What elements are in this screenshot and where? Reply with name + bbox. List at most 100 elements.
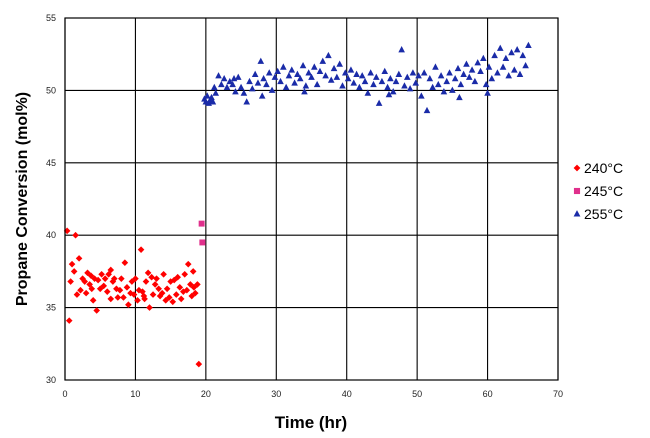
- data-point-diamond: [128, 278, 136, 285]
- data-point-triangle: [451, 75, 459, 82]
- x-tick-label: 20: [201, 389, 211, 399]
- data-point-triangle: [499, 63, 507, 70]
- data-point-triangle: [477, 67, 484, 75]
- data-point-diamond: [73, 291, 81, 298]
- y-tick-label: 35: [46, 303, 56, 313]
- x-tick-label: 0: [62, 389, 67, 399]
- data-point-triangle: [254, 79, 262, 86]
- data-point-triangle: [327, 76, 335, 83]
- legend-marker-diamond: [573, 164, 581, 172]
- data-point-triangle: [398, 46, 405, 53]
- data-point-triangle: [361, 77, 369, 85]
- data-point-diamond: [148, 273, 155, 281]
- data-point-triangle: [381, 67, 389, 75]
- data-point-triangle: [392, 77, 400, 85]
- data-point-triangle: [384, 83, 391, 90]
- legend-label: 245°C: [584, 183, 623, 199]
- legend: 240°C 245°C 255°C: [566, 152, 650, 234]
- data-point-triangle: [271, 73, 279, 80]
- data-point-diamond: [101, 275, 109, 282]
- data-point-diamond: [156, 292, 164, 300]
- data-point-triangle: [446, 69, 453, 76]
- plot-border: [64, 17, 559, 381]
- data-point-triangle: [243, 98, 251, 105]
- data-point-diamond: [63, 227, 71, 235]
- legend-marker-triangle: [573, 210, 581, 217]
- data-point-triangle: [333, 73, 341, 80]
- data-point-triangle: [454, 64, 462, 72]
- data-point-diamond: [195, 360, 203, 368]
- data-point-triangle: [457, 80, 465, 88]
- data-point-diamond: [75, 255, 83, 262]
- data-point-diamond: [107, 266, 115, 274]
- data-point-diamond: [111, 275, 118, 282]
- data-point-triangle: [299, 61, 307, 69]
- data-point-triangle: [296, 75, 304, 82]
- data-point-triangle: [246, 77, 253, 85]
- data-point-diamond: [89, 297, 97, 304]
- data-point-triangle: [494, 69, 501, 76]
- data-point-diamond: [135, 286, 143, 294]
- data-point-diamond: [67, 278, 74, 285]
- data-point-diamond: [189, 268, 197, 275]
- data-point-triangle: [505, 72, 512, 79]
- x-axis-title: Time (hr): [275, 413, 347, 432]
- data-point-triangle: [484, 89, 491, 96]
- data-point-triangle: [316, 67, 324, 75]
- legend-label: 240°C: [584, 160, 623, 176]
- data-point-triangle: [305, 69, 312, 76]
- data-point-diamond: [176, 284, 184, 291]
- data-point-triangle: [418, 92, 425, 99]
- data-point-diamond: [98, 270, 105, 278]
- data-point-triangle: [344, 75, 352, 82]
- data-point-triangle: [294, 70, 301, 77]
- y-tick-label: 40: [46, 230, 56, 240]
- data-point-triangle: [511, 66, 518, 73]
- data-point-triangle: [415, 72, 422, 79]
- data-point-diamond: [165, 294, 173, 301]
- data-point-triangle: [456, 93, 463, 101]
- data-point-diamond: [194, 281, 201, 288]
- data-point-triangle: [525, 41, 532, 48]
- data-point-triangle: [277, 77, 284, 85]
- data-point-triangle: [257, 57, 265, 64]
- data-point-diamond: [158, 289, 166, 297]
- data-point-diamond: [70, 268, 78, 275]
- data-point-diamond: [107, 295, 115, 303]
- data-point-triangle: [460, 70, 467, 77]
- data-point-triangle: [432, 63, 439, 70]
- data-point-triangle: [387, 75, 394, 82]
- data-point-diamond: [153, 275, 160, 282]
- data-point-triangle: [463, 60, 470, 67]
- data-point-triangle: [426, 75, 434, 82]
- data-point-diamond: [167, 278, 174, 285]
- data-point-triangle: [488, 75, 496, 82]
- data-point-diamond: [170, 276, 178, 284]
- data-point-triangle: [218, 80, 225, 88]
- data-point-triangle: [209, 98, 217, 105]
- data-point-triangle: [409, 69, 417, 76]
- data-point-triangle: [313, 80, 321, 88]
- data-point-triangle: [429, 83, 436, 90]
- data-point-triangle: [258, 92, 266, 99]
- data-point-triangle: [230, 75, 238, 82]
- data-point-triangle: [339, 82, 346, 89]
- data-point-diamond: [118, 275, 125, 282]
- data-point-triangle: [240, 89, 248, 96]
- data-point-triangle: [389, 88, 397, 95]
- data-point-triangle: [282, 83, 290, 90]
- data-point-triangle: [319, 57, 327, 64]
- data-point-triangle: [443, 77, 451, 85]
- data-point-diamond: [87, 272, 95, 280]
- data-point-triangle: [229, 80, 236, 88]
- data-point-diamond: [155, 285, 162, 293]
- data-point-triangle: [353, 70, 360, 77]
- data-point-triangle: [519, 51, 527, 59]
- data-point-diamond: [188, 292, 196, 300]
- data-point-diamond: [183, 286, 191, 294]
- data-point-triangle: [237, 83, 245, 90]
- y-axis-title: Propane Conversion (mol%): [14, 92, 31, 306]
- data-point-triangle: [465, 73, 473, 80]
- data-point-diamond: [134, 297, 141, 304]
